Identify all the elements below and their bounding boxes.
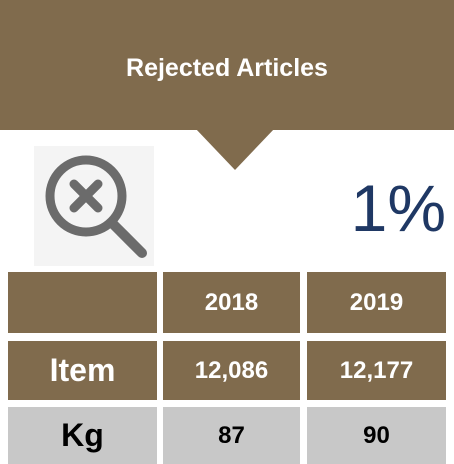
table-cell: Item bbox=[8, 341, 157, 400]
table-cell: Kg bbox=[8, 407, 157, 464]
title: Rejected Articles bbox=[126, 53, 328, 82]
headline-percent: 1% bbox=[350, 171, 446, 245]
table-cell: 2019 bbox=[307, 272, 446, 333]
table-corner bbox=[8, 272, 157, 333]
reject-icon bbox=[34, 146, 154, 266]
header-pointer bbox=[195, 128, 275, 170]
table-cell: 90 bbox=[307, 407, 446, 464]
table-cell: 12,177 bbox=[307, 341, 446, 400]
table-cell: 87 bbox=[163, 407, 300, 464]
table-cell: 12,086 bbox=[163, 341, 300, 400]
header-banner bbox=[0, 0, 454, 130]
table-cell: 2018 bbox=[163, 272, 300, 333]
